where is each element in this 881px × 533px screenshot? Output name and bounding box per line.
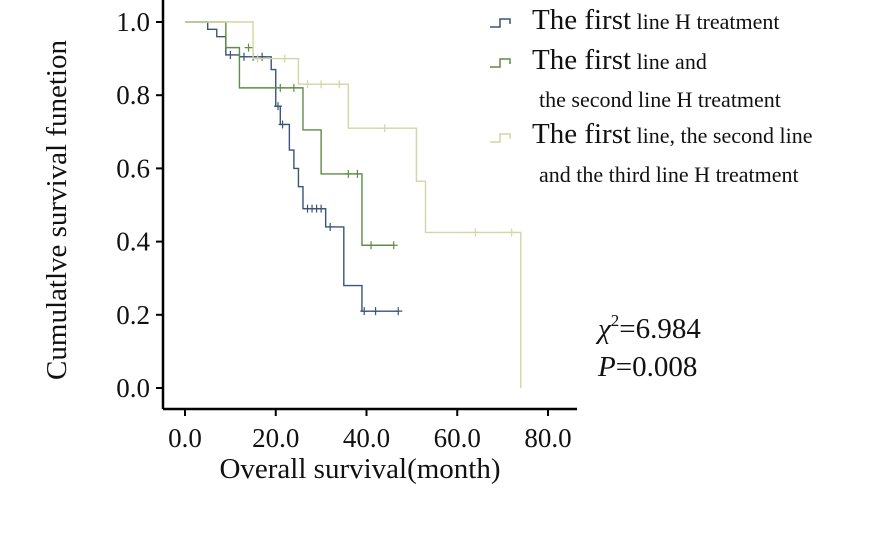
censor-mark — [274, 102, 283, 111]
axes — [161, 0, 577, 411]
p-value: =0.008 — [616, 351, 698, 383]
censor-mark — [303, 80, 312, 89]
x-tick-label: 20.0 — [252, 423, 299, 453]
series-2 — [185, 21, 398, 250]
legend-swatch — [490, 58, 511, 68]
censor-mark — [371, 307, 380, 316]
legend-label-rest: and the third line H treatment — [539, 162, 799, 187]
legend-label-rest: the second line H treatment — [539, 87, 781, 112]
series-3-line — [185, 21, 522, 388]
legend-entry-2: The first line and the second line H trea… — [490, 44, 781, 112]
legend-label: The first line and — [532, 44, 707, 76]
legend-label-rest: line and — [631, 49, 707, 74]
series-3 — [185, 21, 522, 388]
chi-square-stat: χ2=6.984 — [595, 311, 701, 345]
legend-label-lead: The first — [532, 4, 631, 36]
chi-superscript: 2 — [611, 311, 620, 330]
x-tick-label: 0.0 — [168, 423, 202, 453]
censor-mark — [276, 83, 285, 92]
censor-mark — [353, 169, 362, 178]
legend-entry-3: The first line, the second line and the t… — [490, 118, 813, 187]
x-tick-label: 60.0 — [434, 423, 481, 453]
censor-mark — [344, 169, 353, 178]
y-tick-label: 1.0 — [116, 7, 150, 37]
censor-mark — [226, 50, 235, 59]
censor-mark — [289, 83, 298, 92]
censor-mark — [253, 54, 262, 63]
censor-mark — [394, 307, 403, 316]
statistics: χ2=6.984 P=0.008 — [595, 311, 701, 383]
censor-mark — [326, 222, 335, 231]
legend-label-rest: line H treatment — [631, 9, 779, 34]
legend-swatch — [490, 18, 511, 28]
censor-mark — [471, 228, 480, 237]
series-1-line — [185, 21, 399, 312]
censor-mark — [317, 80, 326, 89]
x-axis-title: Overall survival(month) — [219, 453, 500, 485]
series-1 — [185, 21, 403, 316]
legend-label: the second line H treatment — [539, 87, 781, 112]
legend-label: The first line, the second line — [532, 118, 813, 150]
censor-mark — [244, 43, 253, 52]
y-tick-label: 0.2 — [116, 300, 150, 330]
censor-mark — [389, 241, 398, 250]
censor-mark — [380, 124, 389, 133]
p-value-stat: P=0.008 — [597, 351, 697, 383]
legend-swatch — [490, 133, 511, 143]
y-tick-label: 0.6 — [116, 153, 150, 183]
censor-mark — [335, 80, 344, 89]
chi-symbol: χ — [595, 313, 612, 345]
legend-label: The first line H treatment — [532, 4, 780, 36]
censor-mark — [239, 52, 248, 61]
censor-mark — [258, 52, 267, 61]
censor-mark — [507, 228, 516, 237]
legend-label-rest: line, the second line — [631, 123, 812, 148]
chi-value: =6.984 — [619, 313, 701, 345]
x-tick-label: 40.0 — [343, 423, 390, 453]
censor-mark — [360, 307, 369, 316]
legend-label-lead: The first — [532, 44, 631, 76]
ticks: 0.0 20.0 40.0 60.0 80.0 0.0 0.2 0.4 0.6 0.8 1.0 — [116, 7, 571, 453]
censor-mark — [367, 241, 376, 250]
p-symbol: P — [597, 351, 616, 383]
survival-curves — [185, 21, 522, 388]
censor-mark — [317, 204, 326, 213]
y-tick-label: 0.4 — [116, 227, 150, 257]
censor-mark — [278, 120, 287, 129]
legend-label-lead: The first — [532, 118, 631, 150]
y-tick-label: 0.0 — [116, 373, 150, 403]
y-tick-label: 0.8 — [116, 80, 150, 110]
legend-entry-1: The first line H treatment — [490, 4, 780, 36]
legend-label: and the third line H treatment — [539, 162, 799, 187]
censor-mark — [280, 54, 289, 63]
x-tick-label: 80.0 — [524, 423, 571, 453]
y-axis-title: Cumulatlve survival funetion — [41, 40, 73, 380]
series-2-line — [185, 21, 394, 246]
